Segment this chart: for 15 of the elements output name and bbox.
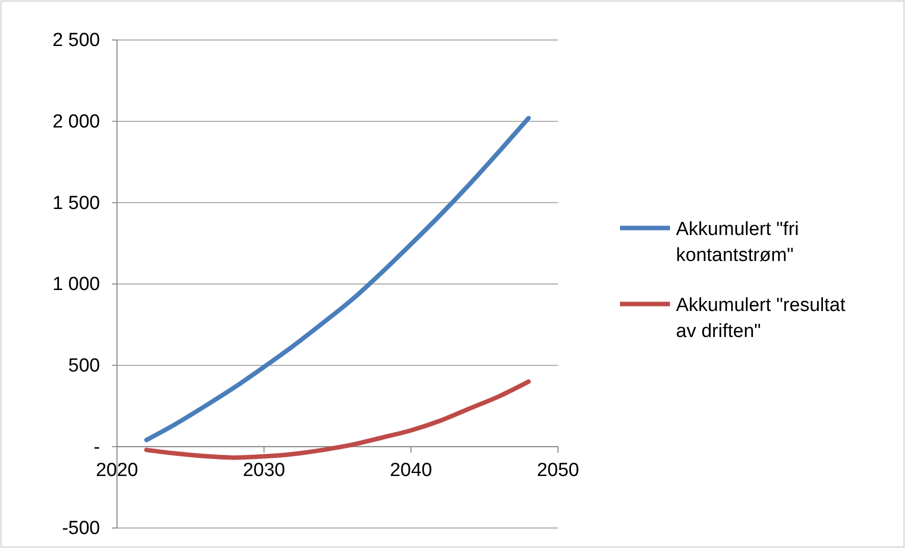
line-series (144, 379, 531, 460)
legend-label: Akkumulert "fri kontantstrøm" (676, 219, 799, 266)
y-tick-label: 1 000 (52, 274, 100, 296)
y-tick-label: 500 (68, 355, 100, 376)
x-tick-label: 2040 (390, 460, 432, 482)
y-tick-label: - (94, 436, 100, 458)
y-tick-label: 2 000 (52, 111, 100, 132)
legend-label: Akkumulert "resultat av driften" (676, 295, 846, 342)
line-series (144, 116, 531, 442)
y-tick-label: 2 500 (52, 30, 100, 52)
y-tick-label: 1 500 (52, 192, 100, 214)
x-tick-label: 2050 (536, 460, 580, 482)
x-tick-label: 2030 (242, 460, 286, 482)
y-tick-label: -500 (62, 518, 100, 540)
x-tick-label: 2020 (96, 460, 138, 482)
